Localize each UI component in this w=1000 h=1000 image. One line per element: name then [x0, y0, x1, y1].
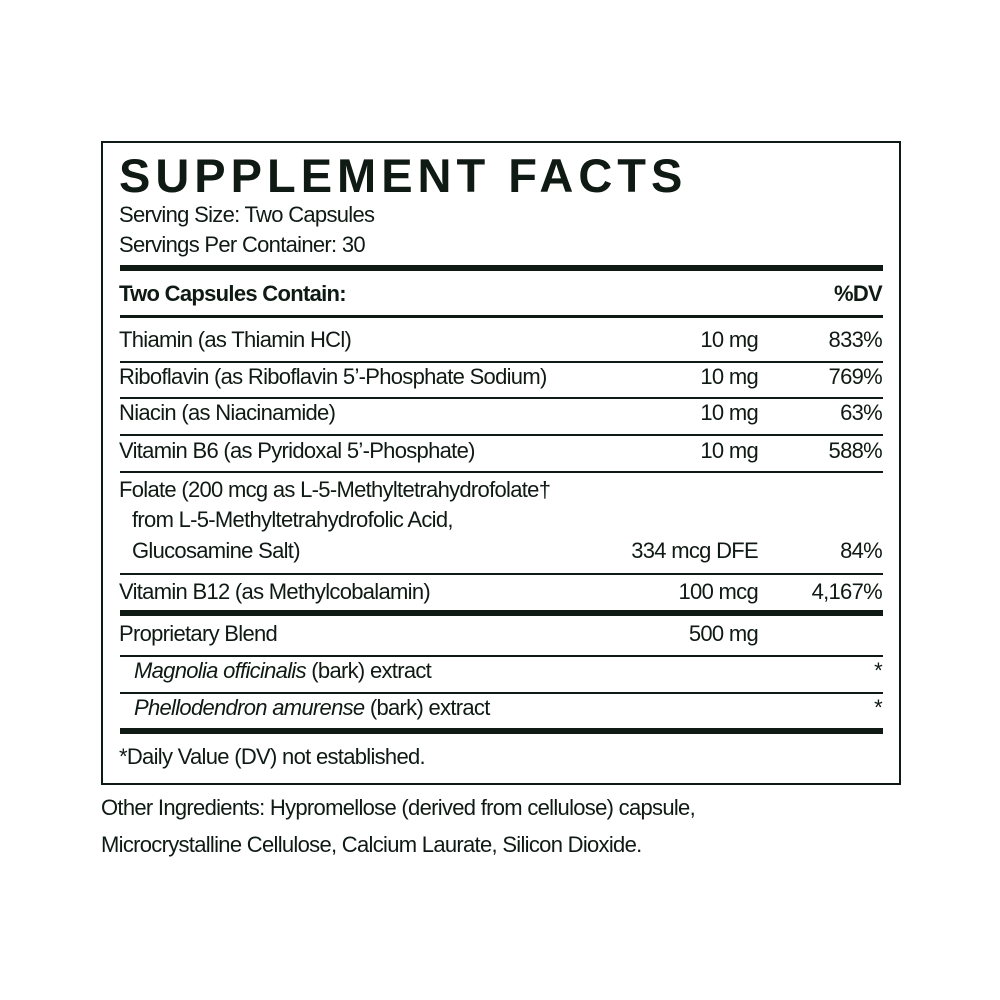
nutrient-name: from L-5-Methyltetrahydrofolic Acid, — [132, 507, 454, 532]
blend-name: Proprietary Blend — [119, 621, 278, 646]
divider — [120, 361, 883, 363]
nutrient-dv: 769% — [828, 364, 883, 389]
nutrient-amount: 100 mcg — [678, 579, 759, 604]
item-part: (bark) extract — [305, 658, 432, 683]
nutrient-dv: 84% — [840, 538, 883, 563]
blend-amount: 500 mg — [688, 621, 759, 646]
nutrient-name: Vitamin B6 (as Pyridoxal 5’-Phosphate) — [119, 438, 475, 463]
latin-name: Magnolia officinalis — [134, 658, 307, 683]
item-part: (bark) extract — [364, 695, 490, 720]
latin-name: Phellodendron amurense — [134, 695, 365, 720]
nutrient-name: Glucosamine Salt) — [132, 538, 301, 563]
nutrient-name: Folate (200 mcg as L-5-Methyltetrahydrof… — [119, 477, 551, 502]
nutrient-name: Niacin (as Niacinamide) — [119, 400, 336, 425]
blend-item-name: Magnolia officinalis (bark) extract — [134, 658, 432, 684]
header-dv: %DV — [833, 281, 883, 306]
nutrient-name: Riboflavin (as Riboflavin 5’-Phosphate S… — [119, 364, 547, 389]
divider — [120, 573, 883, 575]
divider — [120, 471, 883, 473]
other-ingredients: Other Ingredients: Hypromellose (derived… — [101, 795, 696, 820]
divider — [120, 315, 883, 318]
header-label: Two Capsules Contain: — [119, 281, 347, 306]
divider — [120, 728, 883, 734]
servings-per-container: Servings Per Container: 30 — [119, 232, 366, 257]
supplement-facts-panel — [101, 141, 901, 785]
nutrient-dv: 588% — [828, 438, 883, 463]
blend-item-name: Phellodendron amurense (bark) extract — [134, 695, 490, 721]
serving-size: Serving Size: Two Capsules — [119, 202, 375, 227]
nutrient-amount: 10 mg — [700, 364, 758, 389]
nutrient-dv: 63% — [840, 400, 883, 425]
divider — [120, 434, 883, 436]
footnote: *Daily Value (DV) not established. — [119, 744, 426, 769]
other-ingredients: Microcrystalline Cellulose, Calcium Laur… — [101, 832, 642, 857]
divider — [120, 610, 883, 616]
nutrient-amount: 10 mg — [700, 438, 758, 463]
divider — [120, 692, 883, 694]
divider — [120, 397, 883, 399]
nutrient-dv: 4,167% — [811, 579, 883, 604]
panel-title: SUPPLEMENT FACTS — [119, 149, 688, 202]
nutrient-amount: 334 mcg DFE — [631, 538, 758, 563]
nutrient-dv: 833% — [828, 327, 883, 352]
divider — [120, 655, 883, 657]
nutrient-amount: 10 mg — [700, 327, 758, 352]
nutrient-amount: 10 mg — [700, 400, 758, 425]
blend-item-dv: * — [874, 658, 883, 683]
blend-item-dv: * — [874, 695, 883, 720]
nutrient-name: Vitamin B12 (as Methylcobalamin) — [119, 579, 431, 604]
divider — [120, 265, 883, 271]
nutrient-name: Thiamin (as Thiamin HCl) — [119, 327, 352, 352]
